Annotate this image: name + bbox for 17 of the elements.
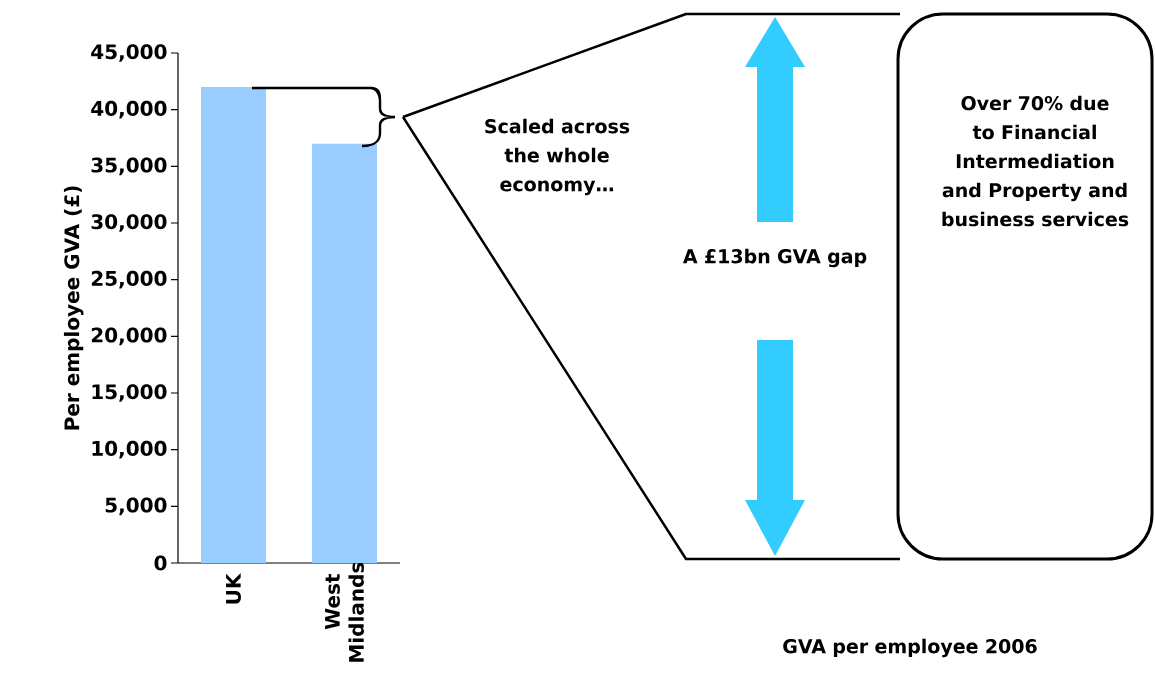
y-tick-label: 10,000 xyxy=(92,440,167,459)
text: Over 70% due to Financial Intermediation and Property and business services xyxy=(942,95,1129,227)
x-tick-label: UK xyxy=(226,572,241,604)
y-tick-label: 25,000 xyxy=(91,270,167,289)
y-tick-label: 40,000 xyxy=(91,100,167,119)
y-tick-label: 15,000 xyxy=(92,384,167,402)
y-tick-label: 45,000 xyxy=(91,44,167,62)
y-tick-label: 5,000 xyxy=(105,497,167,516)
text: Scaled across the whole economy… xyxy=(485,118,630,196)
y-tick-label: 35,000 xyxy=(91,157,167,176)
text: A £13bn GVA gap xyxy=(682,248,867,268)
y-tick-label: 20,000 xyxy=(91,327,167,346)
text: GVA per employee 2006 xyxy=(783,638,1037,658)
y-axis-title: Per employee GVA (£) xyxy=(63,186,84,430)
y-tick-label: 30,000 xyxy=(91,214,167,232)
x-tick-label: West Midlands xyxy=(325,562,364,662)
y-tick-label: 0 xyxy=(154,555,167,571)
